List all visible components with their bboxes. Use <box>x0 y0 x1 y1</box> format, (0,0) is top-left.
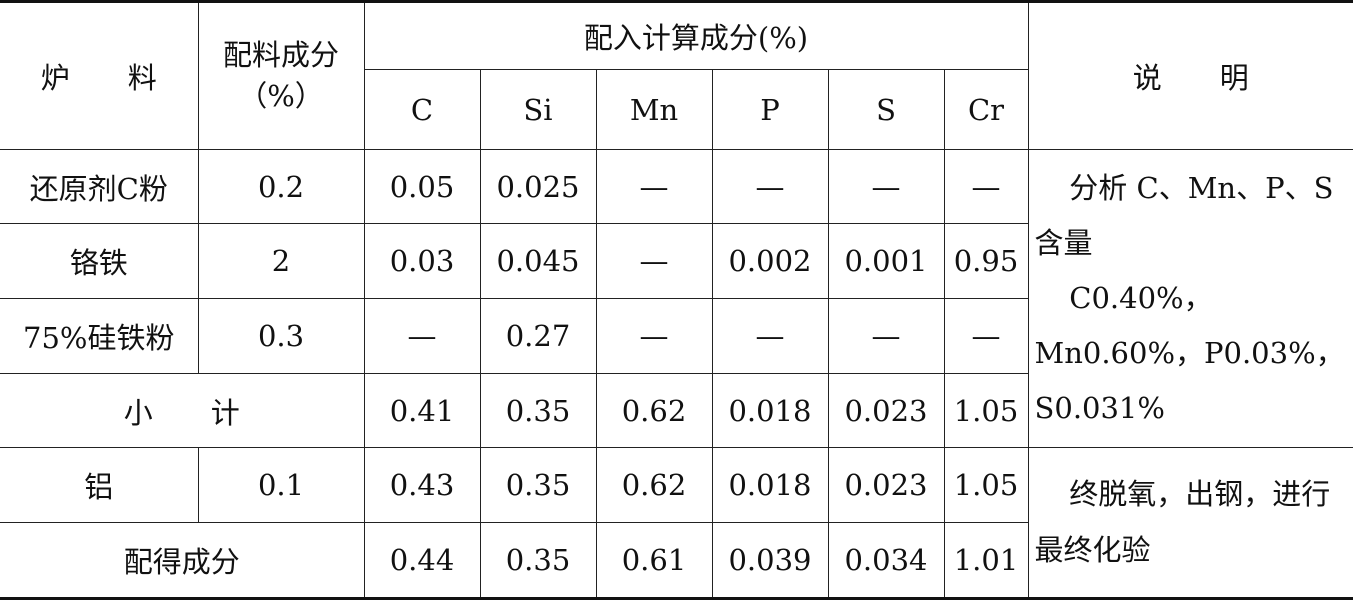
value-cell: — <box>827 298 945 374</box>
value-cell: — <box>595 223 713 299</box>
data-row: 75%硅铁粉 0.3—0.27— — — — <box>0 298 1353 374</box>
header-cell: P <box>711 69 829 150</box>
note-cell: 终脱氧，出钢，进行最终化验 <box>1027 447 1353 599</box>
value-cell: — <box>595 298 713 374</box>
value-cell: 0.001 <box>827 223 945 299</box>
value-cell: 0.018 <box>711 447 829 523</box>
value-cell: 0.023 <box>827 373 945 448</box>
value-cell: — <box>363 298 481 374</box>
ratio-cell: 0.1 <box>197 447 365 523</box>
row-label: 铝 <box>0 447 199 523</box>
value-cell: 0.05 <box>363 149 481 224</box>
header-cell: 配料成分（%） <box>197 0 365 150</box>
row-label: 铬铁 <box>0 223 199 299</box>
value-cell: — <box>943 298 1028 374</box>
header-row: 炉 料 配料成分（%） 配入计算成分(%) 说 明 <box>0 0 1353 150</box>
value-cell: 0.27 <box>479 298 597 374</box>
data-row: 小 计 0.41 0.35 0.62 0.018 0.023 1.05 <box>0 373 1353 448</box>
value-cell: 0.023 <box>827 447 945 523</box>
header-cell: 炉 料 <box>0 0 199 150</box>
value-cell: 1.05 <box>943 373 1028 448</box>
value-cell: 0.039 <box>711 522 829 600</box>
value-cell: 0.045 <box>479 223 597 299</box>
value-cell: — <box>711 298 829 374</box>
header-row: C Si Mn P S Cr <box>0 69 1353 150</box>
value-cell: — <box>827 149 945 224</box>
value-cell: — <box>595 149 713 224</box>
value-cell: 0.35 <box>479 522 597 600</box>
value-cell: 0.002 <box>711 223 829 299</box>
value-cell: 0.62 <box>595 447 713 523</box>
header-cell: Si <box>479 69 597 150</box>
value-cell: — <box>711 149 829 224</box>
value-cell: 0.025 <box>479 149 597 224</box>
header-cell: Cr <box>943 69 1028 150</box>
value-cell: 0.35 <box>479 373 597 448</box>
value-cell: 0.35 <box>479 447 597 523</box>
value-cell: 1.01 <box>943 522 1028 600</box>
note-cell: 分析 C、Mn、P、S 含量 C0.40%，Mn0.60%，P0.03%，S0.0… <box>1027 149 1353 448</box>
value-cell: 0.018 <box>711 373 829 448</box>
data-row: 铝 0.1 0.43 0.35 0.62 0.018 0.023 1.05 终脱氧，出钢，进行最… <box>0 447 1353 599</box>
row-label: 还原剂C粉 <box>0 149 199 224</box>
header-cell: S <box>827 69 945 150</box>
value-cell: 0.62 <box>595 373 713 448</box>
data-row: 铬铁 2 0.03 0.045—0.002 0.001 0.95 <box>0 223 1353 299</box>
value-cell: 0.61 <box>595 522 713 600</box>
value-cell: — <box>943 149 1029 224</box>
row-label: 配得成分 <box>0 522 365 600</box>
data-row: 还原剂C粉 0.2 0.05 0.025— — — — 分析 C、Mn、P、S 含量 C0.40… <box>0 149 1353 448</box>
header-text: 配料成分（%） <box>222 38 339 113</box>
value-cell: 0.41 <box>363 373 481 448</box>
header-cell: C <box>364 69 481 150</box>
value-cell: 1.05 <box>943 447 1029 523</box>
ratio-cell: 0.2 <box>197 149 365 224</box>
note-text: 终脱氧，出钢，进行最终化验 <box>1034 477 1331 567</box>
ratio-cell: 2 <box>197 223 365 299</box>
note-text: C0.40%，Mn0.60%，P0.03%，S0.031% <box>1034 280 1345 426</box>
header-cell: 配入计算成分(%) <box>363 0 1029 70</box>
value-cell: 0.43 <box>363 447 481 523</box>
header-cell: Mn <box>595 69 713 150</box>
row-label: 75%硅铁粉 <box>0 298 199 374</box>
header-cell: 说 明 <box>1027 0 1353 150</box>
value-cell: 0.03 <box>363 223 481 299</box>
row-label: 小 计 <box>0 373 365 448</box>
data-row: 配得成分 0.44 0.35 0.61 0.039 0.034 1.01 <box>0 522 1353 600</box>
value-cell: 0.44 <box>363 522 481 600</box>
value-cell: 0.95 <box>943 223 1028 299</box>
note-text: 分析 C、Mn、P、S 含量 <box>1034 170 1334 260</box>
ratio-cell: 0.3 <box>197 298 365 374</box>
value-cell: 0.034 <box>827 522 945 600</box>
